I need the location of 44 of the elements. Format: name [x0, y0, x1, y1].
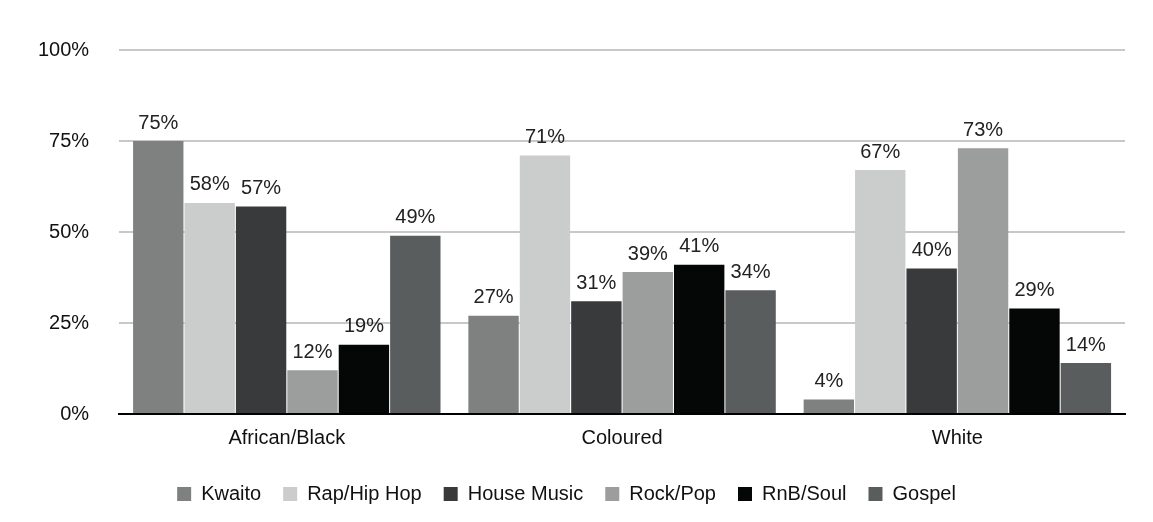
y-tick-label: 25% — [49, 310, 90, 333]
data-label: 58% — [189, 172, 230, 195]
bar — [287, 370, 338, 413]
x-tick-label: Coloured — [581, 425, 663, 448]
data-label: 19% — [343, 314, 385, 337]
legend-label: Rock/Pop — [629, 481, 716, 504]
x-tick-label: African/Black — [228, 425, 347, 448]
bar — [468, 315, 519, 413]
data-label: 41% — [679, 234, 720, 257]
data-label: 12% — [292, 339, 333, 362]
data-label: 4% — [814, 368, 844, 391]
data-label: 57% — [241, 176, 282, 199]
data-label: 71% — [524, 125, 566, 148]
y-tick-label: 100% — [38, 37, 90, 60]
data-label: 49% — [395, 205, 436, 228]
data-label: 14% — [1065, 332, 1107, 355]
legend-label: Kwaito — [201, 481, 262, 504]
bar — [725, 290, 776, 413]
legend-label: Rap/Hip Hop — [307, 481, 422, 504]
bar — [906, 268, 957, 413]
data-label: 39% — [627, 241, 669, 264]
bar — [803, 399, 855, 413]
y-tick-label: 75% — [49, 128, 90, 151]
data-label: 40% — [911, 237, 952, 260]
data-label: 34% — [730, 259, 771, 282]
y-tick-label: 0% — [60, 401, 90, 424]
x-tick-label: White — [931, 425, 983, 448]
legend-label: RnB/Soul — [761, 481, 847, 504]
legend-label: House Music — [467, 481, 584, 504]
data-label: 73% — [963, 117, 1004, 140]
data-label: 27% — [473, 285, 514, 308]
bar — [957, 148, 1009, 413]
data-label: 75% — [138, 110, 179, 133]
data-label: 67% — [860, 139, 901, 162]
bar — [622, 272, 673, 413]
bar — [235, 206, 287, 413]
bar — [390, 235, 441, 413]
bar — [1060, 363, 1112, 413]
bar — [571, 301, 622, 413]
legend-label: Gospel — [892, 481, 956, 504]
data-label: 31% — [576, 270, 617, 293]
y-tick-label: 50% — [49, 219, 90, 242]
bar — [133, 141, 184, 413]
data-label: 29% — [1014, 277, 1055, 300]
